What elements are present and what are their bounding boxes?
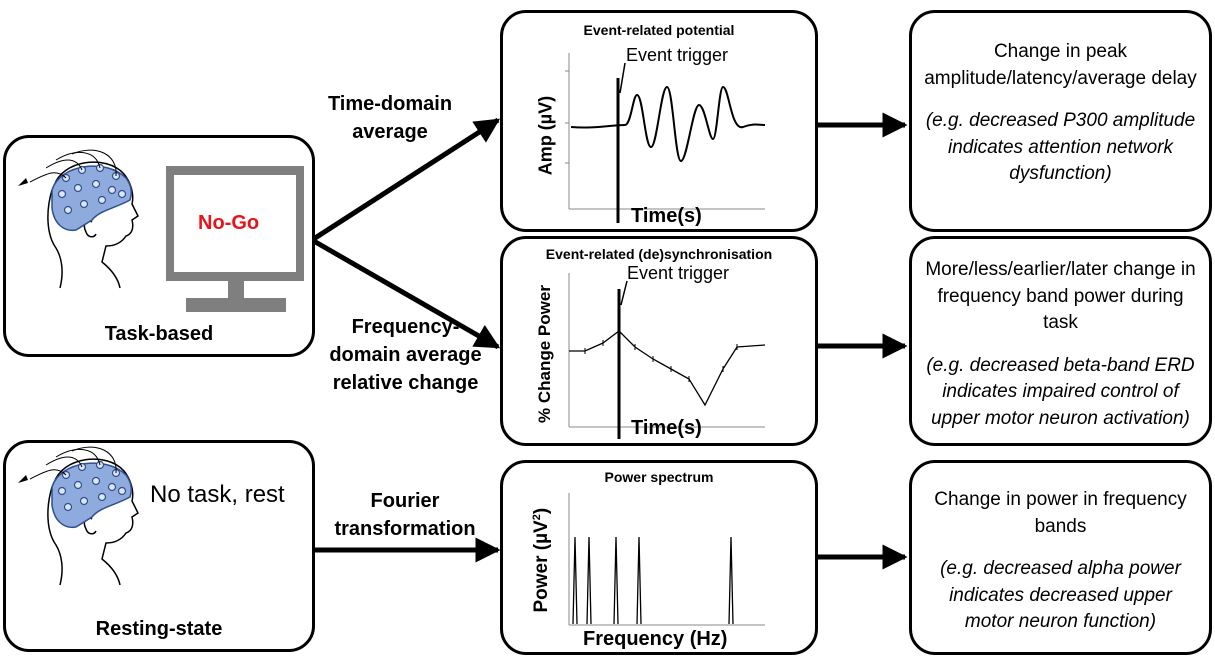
task-illustration bbox=[18, 149, 304, 312]
resting-state-label: Resting-state bbox=[95, 618, 223, 640]
frequency-domain-label: Frequency-domain average relative change bbox=[329, 316, 482, 394]
erp-result-box: Change in peak amplitude/latency/average… bbox=[909, 10, 1212, 232]
cable-end-arrow bbox=[18, 475, 28, 483]
erd-trigger-label: Event trigger bbox=[627, 263, 730, 283]
erp-trigger-label: Event trigger bbox=[626, 45, 729, 65]
erd-y-axis-label: % Change Power bbox=[535, 285, 554, 423]
fourier-label: Fourier transformation bbox=[334, 490, 476, 540]
psd-result-example: (e.g. decreased alpha power indicates de… bbox=[940, 558, 1181, 633]
rest-illustration bbox=[18, 446, 139, 586]
erd-plot-title: Event-related (de)synchronisation bbox=[545, 246, 773, 262]
erd-plot-box: Event-related (de)synchronisation Event … bbox=[500, 236, 818, 446]
psd-plot-box: Power spectrum Power (µV2) Frequency (Hz… bbox=[500, 460, 818, 655]
erp-waveform bbox=[570, 85, 766, 163]
arrow-to-erd bbox=[310, 237, 501, 350]
trigger-pointer bbox=[619, 62, 626, 94]
erd-result-example: (e.g. decreased beta-band ERD indicates … bbox=[926, 354, 1195, 429]
erd-plot bbox=[568, 273, 766, 439]
erp-result-example: (e.g. decreased P300 amplitude indicates… bbox=[925, 110, 1196, 185]
screen-text: No-Go bbox=[198, 212, 260, 234]
psd-result-text: Change in power in frequency bands (e.g.… bbox=[932, 487, 1189, 636]
monitor-icon bbox=[166, 166, 304, 312]
rest-text: No task, rest bbox=[150, 481, 285, 508]
psd-peaks bbox=[572, 536, 734, 625]
erd-result-text: More/less/earlier/later change in freque… bbox=[920, 257, 1201, 433]
erp-plot bbox=[565, 53, 766, 223]
resting-state-box: No task, rest Resting-state bbox=[3, 440, 315, 652]
eeg-cap-icon bbox=[51, 462, 132, 529]
cable-icon bbox=[29, 149, 117, 183]
erp-result-text: Change in peak amplitude/latency/average… bbox=[924, 39, 1197, 188]
psd-y-axis-label: Power (µV2) bbox=[530, 507, 553, 613]
eeg-cap-icon bbox=[51, 165, 132, 232]
erd-curve bbox=[569, 330, 766, 407]
cable-icon bbox=[29, 446, 117, 480]
psd-plot-title: Power spectrum bbox=[604, 469, 714, 485]
task-based-box: No-Go Task-based bbox=[3, 135, 315, 357]
trigger-pointer bbox=[620, 280, 628, 306]
erp-x-axis-label: Time(s) bbox=[631, 205, 702, 227]
psd-x-axis-label: Frequency (Hz) bbox=[583, 628, 728, 650]
psd-plot bbox=[568, 493, 765, 626]
erp-y-axis-label: Amp (µV) bbox=[535, 95, 556, 176]
arrow-to-erp bbox=[310, 117, 501, 243]
cable-end-arrow bbox=[18, 178, 28, 186]
erp-plot-box: Event-related potential Event trigger Am… bbox=[500, 10, 818, 232]
erd-markers bbox=[584, 340, 738, 382]
task-based-label: Task-based bbox=[104, 323, 214, 345]
erd-result-box: More/less/earlier/later change in freque… bbox=[909, 236, 1212, 446]
psd-result-box: Change in power in frequency bands (e.g.… bbox=[909, 460, 1212, 655]
erp-plot-title: Event-related potential bbox=[583, 22, 735, 38]
y-tick bbox=[565, 70, 569, 164]
time-domain-label: Time-domain average bbox=[327, 93, 453, 143]
erd-x-axis-label: Time(s) bbox=[631, 417, 702, 439]
